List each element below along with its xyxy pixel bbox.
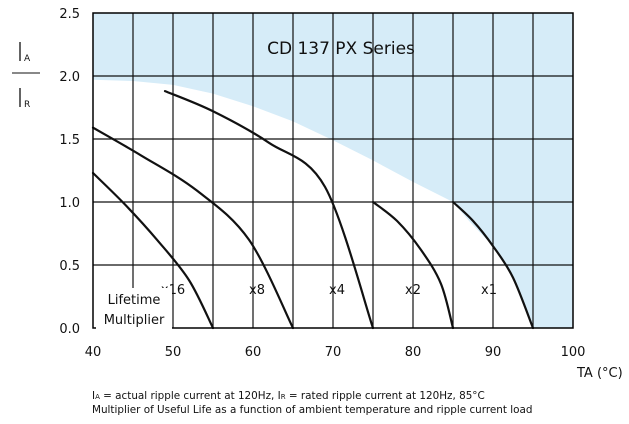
y-tick-label: 0.0 [59, 322, 80, 337]
x-tick-label: 60 [245, 345, 262, 360]
plot-frame [92, 12, 574, 329]
series-label-x2: x2 [405, 283, 421, 298]
y-tick-label: 2.0 [59, 70, 80, 85]
region-label-backdrop [96, 288, 172, 330]
series-line-x8 [91, 126, 295, 330]
series-line-x16 [91, 171, 215, 330]
series-line-x2 [371, 200, 455, 330]
x-tick-label: 70 [325, 345, 342, 360]
series-label-x1: x1 [481, 283, 497, 298]
x-tick-label: 40 [85, 345, 102, 360]
y-tick-label: 1.0 [59, 196, 80, 211]
y-axis-label-bottom-subscript: R [24, 100, 30, 110]
footnote-caption: Multiplier of Useful Life as a function … [92, 404, 533, 416]
series-lines [91, 90, 535, 330]
y-tick-label: 1.5 [59, 133, 80, 148]
grid [93, 13, 573, 328]
x-tick-label: 100 [561, 345, 586, 360]
x-tick-labels: 40 50 60 70 80 90 100 [85, 345, 586, 360]
footnote-definitions: IA = actual ripple current at 120Hz, IR … [92, 390, 485, 402]
y-axis-label-top-subscript: A [24, 54, 31, 64]
y-tick-label: 0.5 [59, 259, 80, 274]
region-label-line2: Multiplier [104, 313, 165, 328]
series-line-x4 [163, 90, 375, 330]
series-line-x1 [451, 200, 535, 330]
x-axis-label: TA (°C) [576, 366, 623, 381]
region-label-line1: Lifetime [108, 293, 161, 308]
series-label-x8: x8 [249, 283, 265, 298]
x-tick-label: 80 [405, 345, 422, 360]
y-axis-label: A R [12, 42, 40, 110]
y-tick-labels: 0.0 0.5 1.0 1.5 2.0 2.5 [59, 7, 80, 337]
chart: 40 50 60 70 80 90 100 0.0 0.5 1.0 1.5 2.0 2.5 x1 x2 x… [12, 7, 623, 381]
chart-title: CD 137 PX Series [267, 39, 415, 59]
y-tick-label: 2.5 [59, 7, 80, 22]
series-label-x4: x4 [329, 283, 345, 298]
x-tick-label: 90 [485, 345, 502, 360]
x-tick-label: 50 [165, 345, 182, 360]
